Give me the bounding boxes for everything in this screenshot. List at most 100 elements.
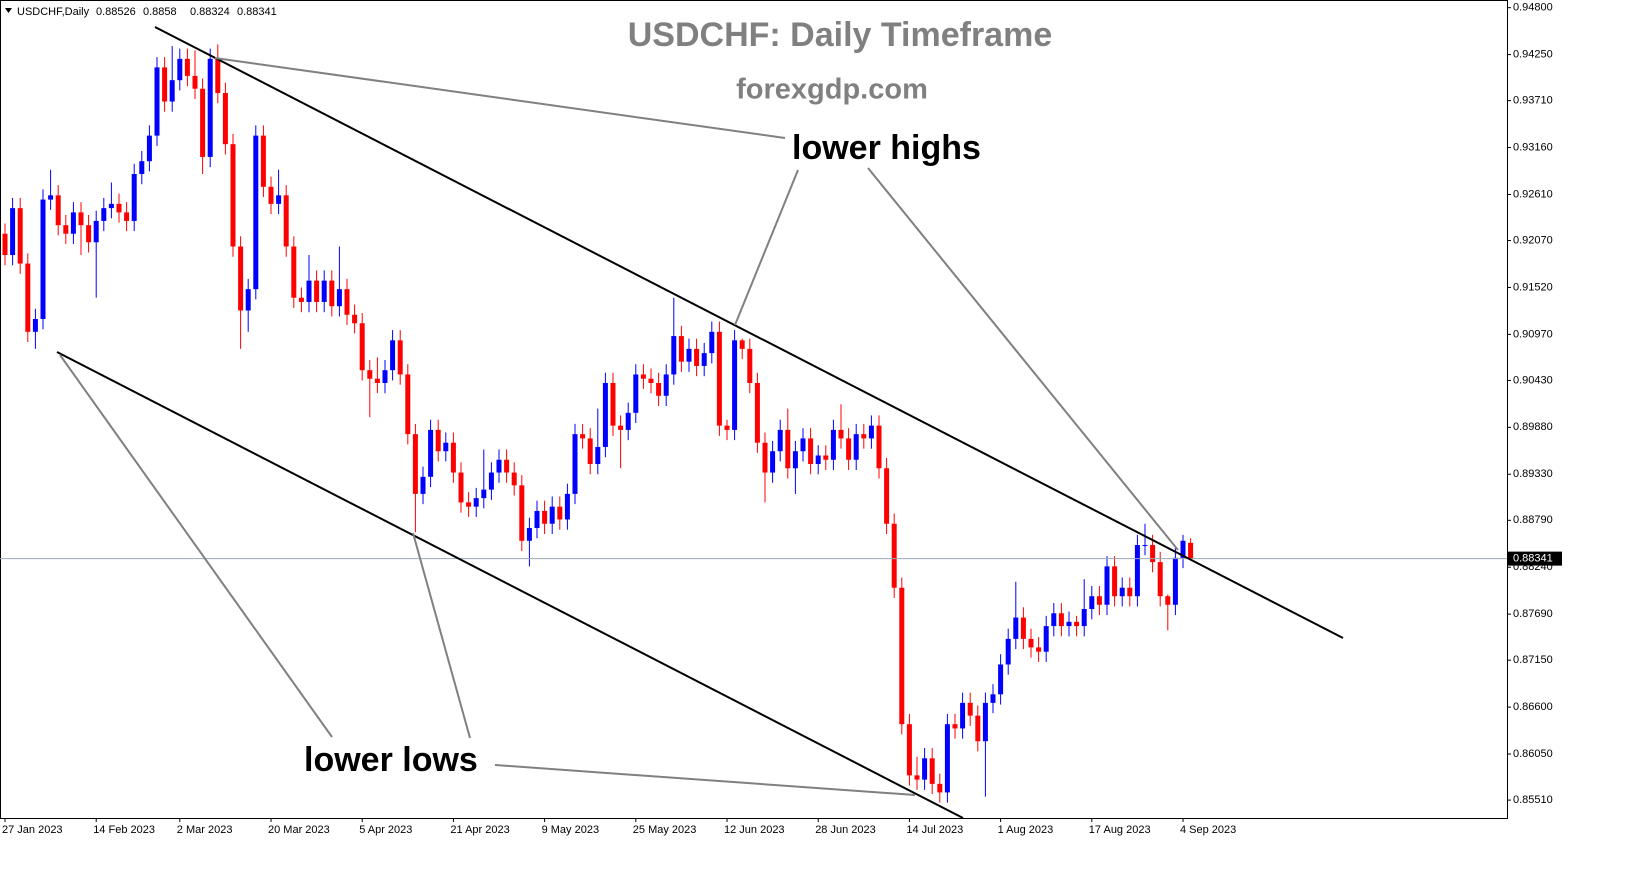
x-tick-label: 12 Jun 2023 xyxy=(724,824,785,836)
x-tick-label: 4 Sep 2023 xyxy=(1180,824,1236,836)
annotation-pointers xyxy=(59,57,1179,796)
candle-body xyxy=(762,442,768,473)
candle-body xyxy=(283,195,289,247)
y-tick-label: 0.93710 xyxy=(1513,95,1553,107)
candle-body xyxy=(602,382,608,447)
candle-body xyxy=(1157,562,1163,597)
candle-body xyxy=(291,246,297,298)
y-tick-label: 0.92610 xyxy=(1513,188,1553,200)
candle-body xyxy=(747,348,753,383)
candle-body xyxy=(458,472,464,503)
candle-body xyxy=(25,263,31,332)
candle-body xyxy=(116,203,122,213)
x-tick-label: 5 Apr 2023 xyxy=(359,824,412,836)
candle-body xyxy=(1112,566,1118,597)
candle-body xyxy=(663,374,669,396)
candle-body xyxy=(640,374,646,379)
candle-body xyxy=(1005,638,1011,665)
candle-body xyxy=(48,195,54,200)
candle-body xyxy=(998,664,1004,695)
candle-body xyxy=(1142,545,1148,547)
y-tick-label: 0.94800 xyxy=(1513,2,1553,14)
candle-body xyxy=(595,446,601,465)
candle-body xyxy=(481,489,487,499)
candle-body xyxy=(146,135,152,162)
candle-body xyxy=(1020,617,1026,639)
candle-body xyxy=(564,493,570,520)
ohlc-open: 0.88526 xyxy=(96,6,136,18)
y-tick-label: 0.92070 xyxy=(1513,234,1553,246)
candle-body xyxy=(63,225,69,234)
candle-body xyxy=(359,323,365,371)
pointer-line xyxy=(734,169,799,326)
candle-body xyxy=(131,174,137,221)
candle-body xyxy=(17,208,23,264)
x-tick-label: 20 Mar 2023 xyxy=(268,824,330,836)
candle-body xyxy=(1013,617,1019,639)
candle-body xyxy=(792,451,798,469)
chart-subtitle: forexgdp.com xyxy=(736,74,928,106)
candle-body xyxy=(2,233,8,256)
candle-body xyxy=(853,434,859,460)
candle-body xyxy=(268,186,274,204)
price-label: 0.88341 xyxy=(1513,553,1553,565)
candle-body xyxy=(656,382,662,396)
candle-body xyxy=(1058,613,1064,627)
candle-body xyxy=(808,438,814,465)
candle-body xyxy=(397,340,403,375)
pointer-line xyxy=(214,57,786,139)
candle-body xyxy=(169,80,175,102)
candle-body xyxy=(549,506,555,524)
candle-body xyxy=(93,220,99,243)
y-tick-label: 0.91520 xyxy=(1513,281,1553,293)
candle-body xyxy=(367,370,373,379)
candle-body xyxy=(238,246,244,311)
candle-body xyxy=(298,297,304,302)
candle-body xyxy=(1188,542,1194,559)
candle-body xyxy=(967,702,973,716)
candle-body xyxy=(542,510,548,524)
candle-body xyxy=(830,429,836,460)
y-tick-label: 0.85510 xyxy=(1513,794,1553,806)
candle-body xyxy=(276,195,282,204)
candle-body xyxy=(222,92,228,145)
candle-body xyxy=(1104,566,1110,605)
candle-body xyxy=(922,758,928,780)
candle-body xyxy=(215,58,221,93)
x-tick-label: 28 Jun 2023 xyxy=(815,824,876,836)
candle-body xyxy=(526,527,532,541)
x-tick-label: 21 Apr 2023 xyxy=(450,824,509,836)
candle-body xyxy=(982,702,988,742)
candle-body xyxy=(70,212,76,234)
candle-body xyxy=(207,58,213,157)
candle-body xyxy=(321,280,327,302)
x-tick-label: 2 Mar 2023 xyxy=(177,824,233,836)
candle-body xyxy=(1043,626,1049,652)
candle-body xyxy=(1096,596,1102,605)
annotation: lower highs xyxy=(792,129,981,167)
plot-frame xyxy=(0,0,1508,819)
candle-body xyxy=(101,208,107,221)
candle-body xyxy=(306,280,312,302)
candle-body xyxy=(678,336,684,362)
x-tick-label: 25 May 2023 xyxy=(633,824,697,836)
candle-body xyxy=(32,319,38,332)
candle-body xyxy=(732,340,738,430)
ohlc-close: 0.88341 xyxy=(237,6,277,18)
candle-body xyxy=(55,195,61,226)
candle-body xyxy=(990,694,996,703)
y-tick-label: 0.86050 xyxy=(1513,748,1553,760)
candle-body xyxy=(975,715,981,742)
candle-body xyxy=(519,485,525,541)
candle-body xyxy=(496,459,502,473)
x-tick-label: 1 Aug 2023 xyxy=(998,824,1054,836)
annotation: lower lows xyxy=(304,741,478,779)
candle-body xyxy=(929,758,935,784)
candle-body xyxy=(868,425,874,439)
candle-body xyxy=(1119,587,1125,597)
candle-body xyxy=(177,58,183,81)
candle-body xyxy=(253,135,259,290)
candle-body xyxy=(823,455,829,460)
candles xyxy=(0,44,1507,803)
